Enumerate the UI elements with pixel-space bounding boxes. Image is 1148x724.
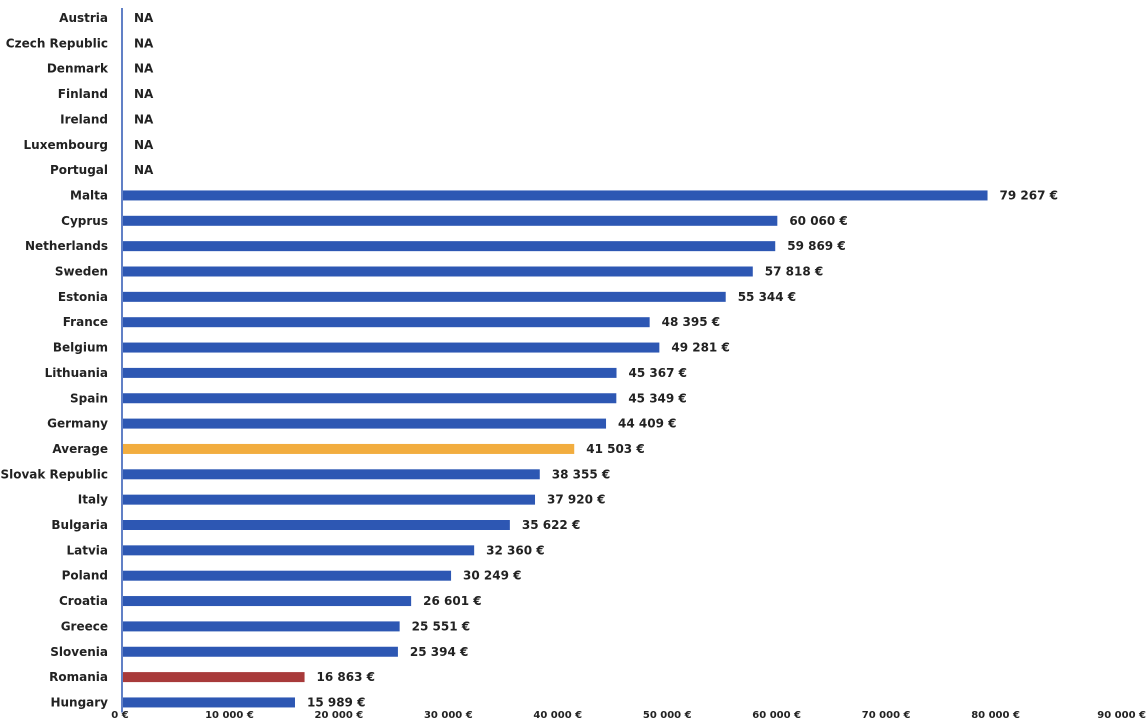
bar-france — [123, 317, 650, 328]
na-label-portugal: NA — [134, 163, 154, 177]
bar-bulgaria — [123, 520, 510, 530]
bar-lithuania — [123, 367, 617, 378]
category-label-luxembourg: Luxembourg — [24, 138, 108, 152]
value-label-estonia: 55 344 € — [738, 290, 796, 304]
bar-croatia — [123, 596, 412, 607]
category-label-croatia: Croatia — [59, 594, 108, 608]
value-label-romania: 16 863 € — [317, 670, 375, 684]
category-label-italy: Italy — [78, 493, 108, 507]
category-label-denmark: Denmark — [47, 62, 109, 76]
value-label-germany: 44 409 € — [618, 417, 676, 431]
category-label-france: France — [63, 315, 108, 329]
category-label-lithuania: Lithuania — [45, 366, 108, 380]
bar-netherlands — [123, 241, 776, 252]
bar-greece — [123, 621, 400, 632]
category-label-hungary: Hungary — [50, 695, 108, 709]
na-label-ireland: NA — [134, 112, 154, 126]
na-label-czech-republic: NA — [134, 36, 154, 50]
bar-hungary — [123, 697, 295, 708]
category-label-slovenia: Slovenia — [50, 645, 108, 659]
bars-group — [123, 190, 988, 708]
category-label-portugal: Portugal — [50, 163, 108, 177]
value-label-latvia: 32 360 € — [486, 543, 544, 557]
bar-romania — [123, 672, 305, 683]
value-label-netherlands: 59 869 € — [787, 239, 845, 253]
x-tick-label: 60 000 € — [752, 710, 801, 721]
na-label-luxembourg: NA — [134, 138, 154, 152]
bar-slovak-republic — [123, 469, 540, 480]
value-label-slovak-republic: 38 355 € — [552, 467, 610, 481]
x-tick-label: 90 000 € — [1097, 710, 1146, 721]
bar-average — [123, 443, 575, 454]
x-tick-label: 0 € — [111, 710, 128, 721]
value-label-belgium: 49 281 € — [671, 341, 729, 355]
x-tick-label: 70 000 € — [862, 710, 911, 721]
value-label-italy: 37 920 € — [547, 493, 605, 507]
labels-group: Austria NA Czech Republic NA Denmark NA Finlan… — [0, 11, 1058, 709]
value-label-lithuania: 45 367 € — [629, 366, 687, 380]
value-label-bulgaria: 35 622 € — [522, 518, 580, 532]
na-label-finland: NA — [134, 87, 154, 101]
category-label-malta: Malta — [70, 188, 108, 202]
category-label-romania: Romania — [49, 670, 108, 684]
x-axis-ticks: 0 € 10 000 € 20 000 € 30 000 € 40 000 € 50 00… — [111, 710, 1146, 721]
category-label-average: Average — [52, 442, 108, 456]
category-label-finland: Finland — [58, 87, 108, 101]
category-label-belgium: Belgium — [53, 341, 108, 355]
category-label-estonia: Estonia — [58, 290, 108, 304]
category-label-bulgaria: Bulgaria — [51, 518, 108, 532]
value-label-slovenia: 25 394 € — [410, 645, 468, 659]
bar-malta — [123, 190, 988, 201]
x-tick-label: 80 000 € — [971, 710, 1020, 721]
na-label-austria: NA — [134, 11, 154, 25]
category-label-ireland: Ireland — [60, 112, 108, 126]
bar-latvia — [123, 545, 475, 556]
category-label-germany: Germany — [47, 417, 108, 431]
bar-slovenia — [123, 646, 398, 657]
value-label-cyprus: 60 060 € — [789, 214, 847, 228]
x-tick-label: 20 000 € — [315, 710, 364, 721]
category-label-poland: Poland — [62, 569, 108, 583]
bar-germany — [123, 418, 607, 429]
bar-estonia — [123, 291, 726, 302]
value-label-greece: 25 551 € — [412, 619, 470, 633]
value-label-poland: 30 249 € — [463, 569, 521, 583]
category-label-latvia: Latvia — [66, 543, 108, 557]
bar-sweden — [123, 266, 753, 277]
category-label-sweden: Sweden — [55, 265, 108, 279]
x-tick-label: 30 000 € — [424, 710, 473, 721]
x-tick-label: 40 000 € — [533, 710, 582, 721]
na-label-denmark: NA — [134, 62, 154, 76]
bar-belgium — [123, 342, 660, 353]
bar-poland — [123, 570, 452, 581]
bar-italy — [123, 494, 536, 505]
category-label-austria: Austria — [59, 11, 108, 25]
category-label-spain: Spain — [70, 391, 108, 405]
x-tick-label: 50 000 € — [643, 710, 692, 721]
x-tick-label: 10 000 € — [205, 710, 254, 721]
value-label-croatia: 26 601 € — [423, 594, 481, 608]
category-label-netherlands: Netherlands — [25, 239, 108, 253]
value-label-malta: 79 267 € — [1000, 188, 1058, 202]
category-label-czech-republic: Czech Republic — [6, 36, 108, 50]
bar-spain — [123, 393, 617, 404]
value-label-hungary: 15 989 € — [307, 695, 365, 709]
value-label-average: 41 503 € — [586, 442, 644, 456]
value-label-france: 48 395 € — [662, 315, 720, 329]
bar-cyprus — [123, 215, 778, 226]
category-label-slovak-republic: Slovak Republic — [0, 467, 108, 481]
value-label-spain: 45 349 € — [628, 391, 686, 405]
value-label-sweden: 57 818 € — [765, 265, 823, 279]
category-label-cyprus: Cyprus — [61, 214, 108, 228]
category-label-greece: Greece — [61, 619, 108, 633]
